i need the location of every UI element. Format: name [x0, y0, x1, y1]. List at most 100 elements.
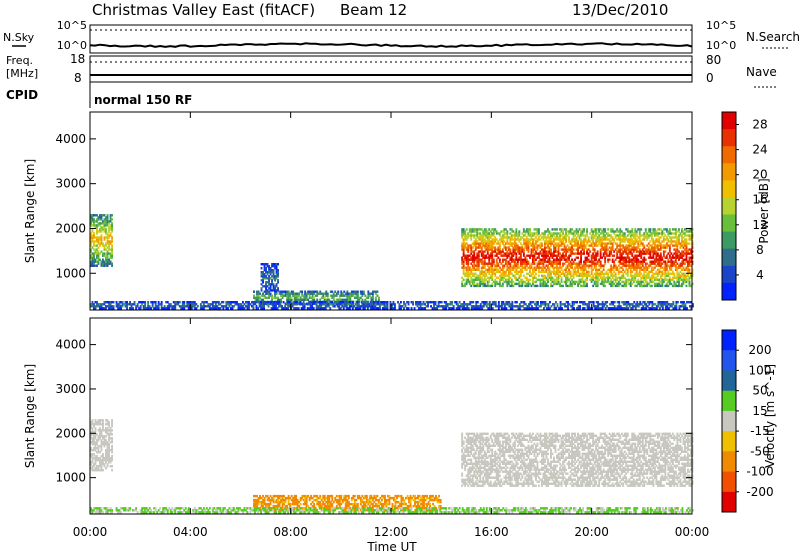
- range-cell: [378, 297, 380, 299]
- range-cell: [499, 242, 501, 244]
- range-cell: [352, 301, 354, 303]
- range-cell: [643, 244, 645, 246]
- range-cell: [666, 228, 668, 230]
- range-cell: [529, 228, 531, 230]
- range-cell: [105, 228, 107, 230]
- range-cell: [107, 214, 109, 216]
- range-cell: [405, 303, 407, 305]
- range-cell: [329, 307, 331, 309]
- range-cell: [579, 305, 581, 307]
- range-cell: [92, 419, 94, 421]
- range-cell: [469, 267, 471, 269]
- range-cell: [152, 303, 154, 305]
- range-cell: [683, 301, 685, 303]
- noise-tick-left-bottom: 10^0: [57, 39, 87, 52]
- range-cell: [93, 255, 95, 257]
- range-cell: [459, 301, 461, 303]
- colorbar-swatch: [722, 198, 736, 216]
- range-cell: [577, 257, 579, 259]
- range-cell: [589, 250, 591, 252]
- y-tick-label: 4000: [55, 132, 86, 146]
- range-cell: [485, 228, 487, 230]
- range-cell: [515, 255, 517, 257]
- range-cell: [547, 228, 549, 230]
- range-cell: [268, 301, 270, 303]
- range-cell: [367, 297, 369, 299]
- range-cell: [686, 281, 688, 283]
- range-cell: [526, 269, 528, 271]
- range-cell: [576, 228, 578, 230]
- range-cell: [564, 242, 566, 244]
- range-cell: [614, 301, 616, 303]
- range-cell: [92, 301, 94, 303]
- range-cell: [675, 228, 677, 230]
- range-cell: [689, 281, 691, 283]
- range-cell: [576, 301, 578, 303]
- range-cell: [194, 301, 196, 303]
- range-cell: [561, 228, 563, 230]
- range-cell: [516, 301, 518, 303]
- colorbar-tick-label: 28: [752, 118, 767, 132]
- range-cell: [689, 269, 691, 271]
- range-cell: [603, 269, 605, 271]
- range-cell: [464, 230, 466, 232]
- range-cell: [612, 242, 614, 244]
- range-cell: [161, 303, 163, 305]
- freq-panel-frame: [90, 56, 692, 82]
- range-cell: [261, 267, 263, 269]
- range-cell: [408, 303, 410, 305]
- range-cell: [445, 301, 447, 303]
- range-cell: [538, 255, 540, 257]
- range-cell: [278, 301, 280, 303]
- range-cell: [327, 293, 329, 295]
- range-cell: [296, 301, 298, 303]
- range-cell: [349, 297, 351, 299]
- range-cell: [277, 279, 279, 281]
- range-cell: [666, 301, 668, 303]
- range-cell: [584, 301, 586, 303]
- range-cell: [333, 297, 335, 299]
- range-cell: [523, 228, 525, 230]
- range-cell: [377, 291, 379, 293]
- range-cell: [586, 230, 588, 232]
- freq-tick-bottom: 8: [74, 71, 82, 85]
- nsky-line: [90, 43, 692, 47]
- range-cell: [463, 279, 465, 281]
- range-cell: [580, 255, 582, 257]
- range-cell: [367, 301, 369, 303]
- range-cell: [670, 252, 672, 254]
- range-cell: [377, 295, 379, 297]
- range-cell: [529, 279, 531, 281]
- range-cell: [499, 281, 501, 283]
- range-cell: [463, 301, 465, 303]
- range-cell: [414, 307, 416, 309]
- range-cell: [463, 269, 465, 271]
- range-cell: [96, 301, 98, 303]
- range-cell: [277, 263, 279, 265]
- range-cell: [577, 269, 579, 271]
- range-cell: [313, 307, 315, 309]
- range-cell: [657, 252, 659, 254]
- range-cell: [411, 307, 413, 309]
- range-cell: [298, 307, 300, 309]
- range-cell: [545, 301, 547, 303]
- date-label: 13/Dec/2010: [572, 1, 668, 19]
- range-cell: [387, 301, 389, 303]
- range-cell: [583, 228, 585, 230]
- range-cell: [560, 301, 562, 303]
- range-cell: [218, 301, 220, 303]
- nave-tick-top: 80: [706, 53, 721, 67]
- range-cell: [477, 301, 479, 303]
- range-cell: [493, 259, 495, 261]
- range-cell: [282, 297, 284, 299]
- range-cell: [423, 301, 425, 303]
- range-cell: [412, 301, 414, 303]
- range-cell: [600, 261, 602, 263]
- range-cell: [253, 295, 255, 297]
- range-cell: [451, 301, 453, 303]
- range-cell: [283, 301, 285, 303]
- range-cell: [463, 228, 465, 230]
- range-cell: [155, 301, 157, 303]
- beam-label: Beam 12: [340, 1, 407, 19]
